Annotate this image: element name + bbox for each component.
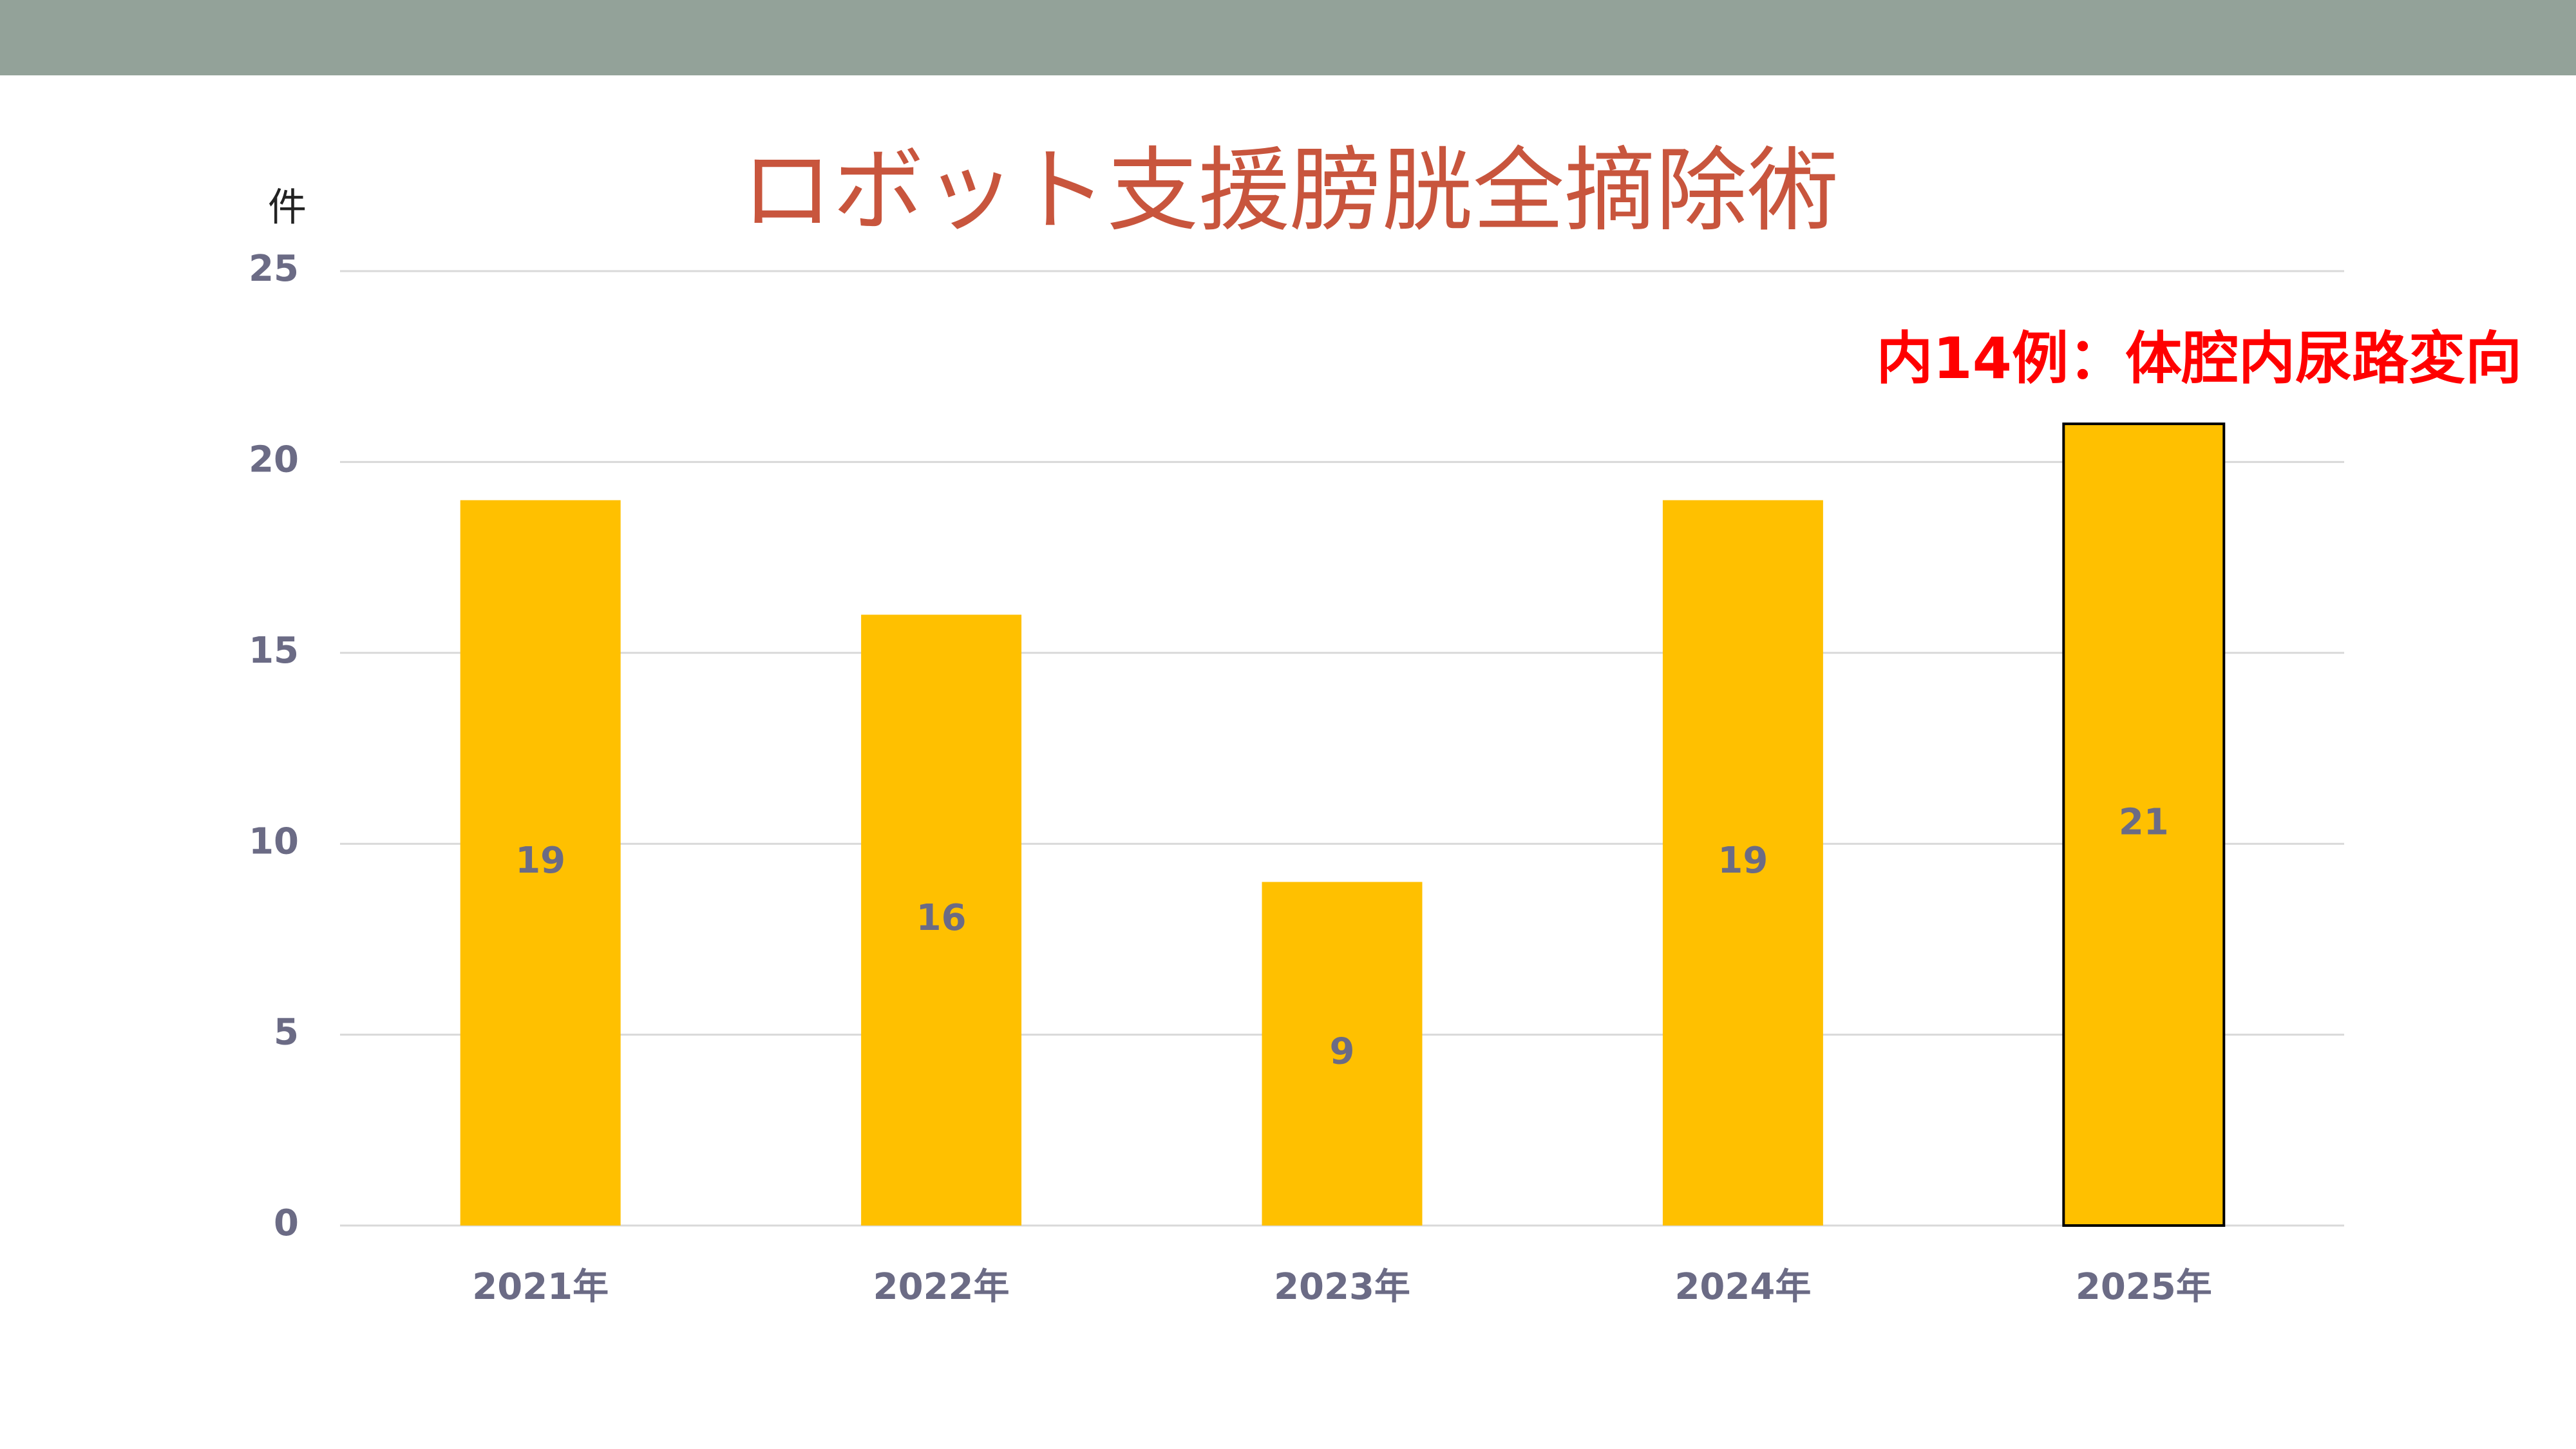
bar bbox=[1262, 882, 1423, 1226]
bar bbox=[861, 614, 1022, 1226]
y-tick-label: 10 bbox=[249, 820, 299, 862]
data-label: 9 bbox=[1330, 1030, 1355, 1072]
data-label: 21 bbox=[2119, 802, 2169, 844]
x-tick-label: 2025年 bbox=[2076, 1266, 2212, 1308]
top-band bbox=[0, 0, 2576, 75]
x-tick-label: 2023年 bbox=[1274, 1266, 1410, 1308]
data-label: 19 bbox=[1718, 840, 1768, 882]
x-tick-label: 2022年 bbox=[873, 1266, 1010, 1308]
y-axis-label: 件 bbox=[268, 185, 307, 231]
data-label: 19 bbox=[515, 840, 565, 882]
y-tick-label: 20 bbox=[249, 439, 299, 481]
y-tick-label: 0 bbox=[274, 1202, 299, 1244]
x-tick-label: 2024年 bbox=[1674, 1266, 1811, 1308]
bar bbox=[2062, 422, 2226, 1227]
bar bbox=[1662, 500, 1823, 1226]
x-tick-label: 2021年 bbox=[472, 1266, 609, 1308]
y-tick-label: 15 bbox=[249, 630, 299, 672]
annotation: 内14例：体腔内尿路変向 bbox=[1877, 325, 2522, 392]
data-label: 16 bbox=[916, 897, 967, 939]
y-tick-label: 25 bbox=[249, 248, 299, 290]
y-tick-label: 5 bbox=[274, 1012, 299, 1054]
chart-title: ロボット支援膀胱全摘除術 bbox=[741, 138, 1839, 244]
bar bbox=[460, 500, 621, 1226]
